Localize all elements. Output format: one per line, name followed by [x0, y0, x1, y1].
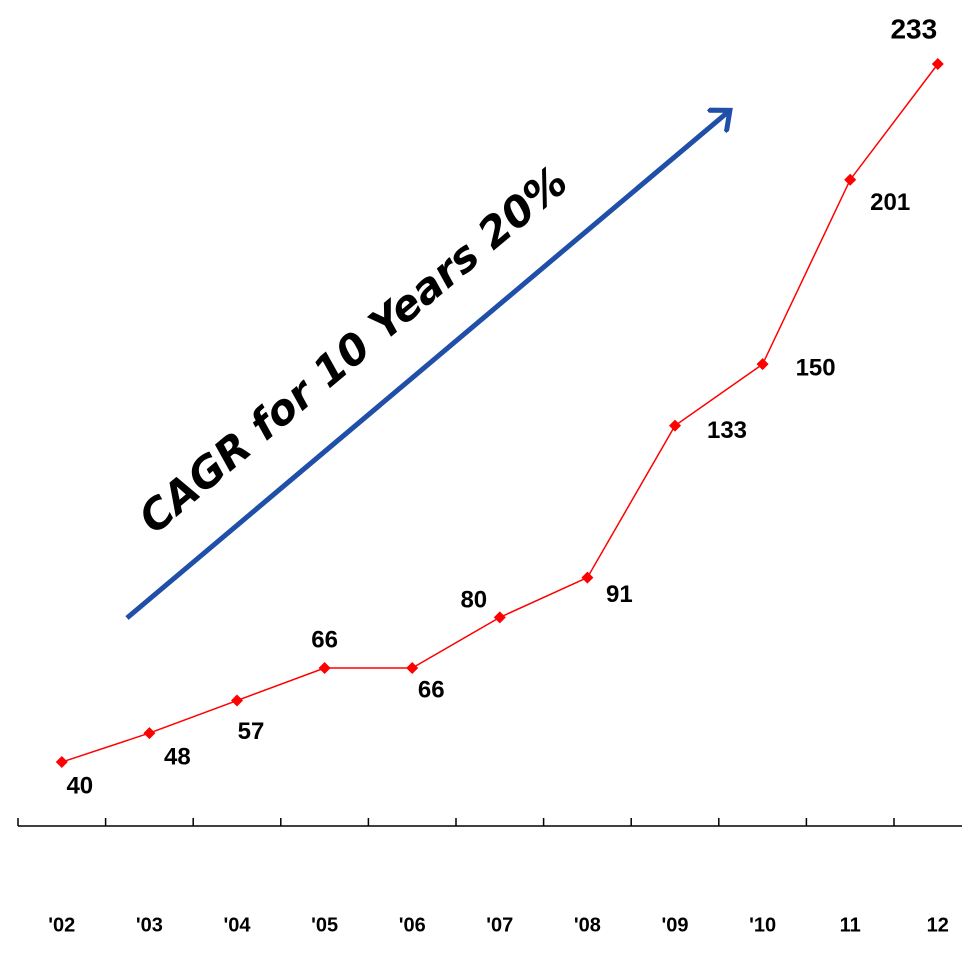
data-label: 80: [460, 587, 487, 614]
data-line: [61, 63, 939, 763]
marker: [231, 694, 243, 707]
x-tick-label: '08: [574, 914, 601, 936]
data-label: 150: [796, 355, 836, 382]
data-label: 133: [707, 417, 747, 444]
data-label: 91: [606, 581, 633, 608]
data-label: 57: [238, 718, 265, 745]
x-tick-label: 12: [927, 914, 949, 936]
x-tick-label: 11: [840, 914, 861, 936]
x-tick-label: '06: [399, 914, 426, 936]
x-tick-label: '10: [749, 914, 776, 936]
data-label: 201: [870, 189, 910, 216]
x-tick-label: '02: [48, 914, 75, 936]
marker: [55, 756, 68, 769]
marker: [318, 661, 331, 674]
marker: [756, 358, 769, 371]
x-tick-label: '07: [486, 914, 513, 936]
annotation: CAGR for 10 Years 20%: [129, 156, 576, 543]
x-tick-label: '03: [136, 914, 163, 936]
marker: [581, 571, 594, 584]
marker: [406, 661, 419, 674]
x-tick-label: '05: [311, 914, 338, 936]
marker: [493, 611, 506, 624]
data-label: 233: [890, 13, 937, 44]
trend-arrow: [125, 112, 728, 620]
marker: [844, 173, 857, 186]
marker: [143, 727, 156, 740]
data-label: 48: [164, 743, 191, 770]
x-tick-label: '09: [661, 914, 688, 936]
x-tick-label: '04: [223, 914, 251, 936]
data-label: 66: [418, 676, 445, 703]
marker: [931, 57, 944, 70]
marker: [669, 419, 681, 432]
data-label: 40: [66, 772, 93, 799]
data-label: 66: [311, 626, 338, 653]
